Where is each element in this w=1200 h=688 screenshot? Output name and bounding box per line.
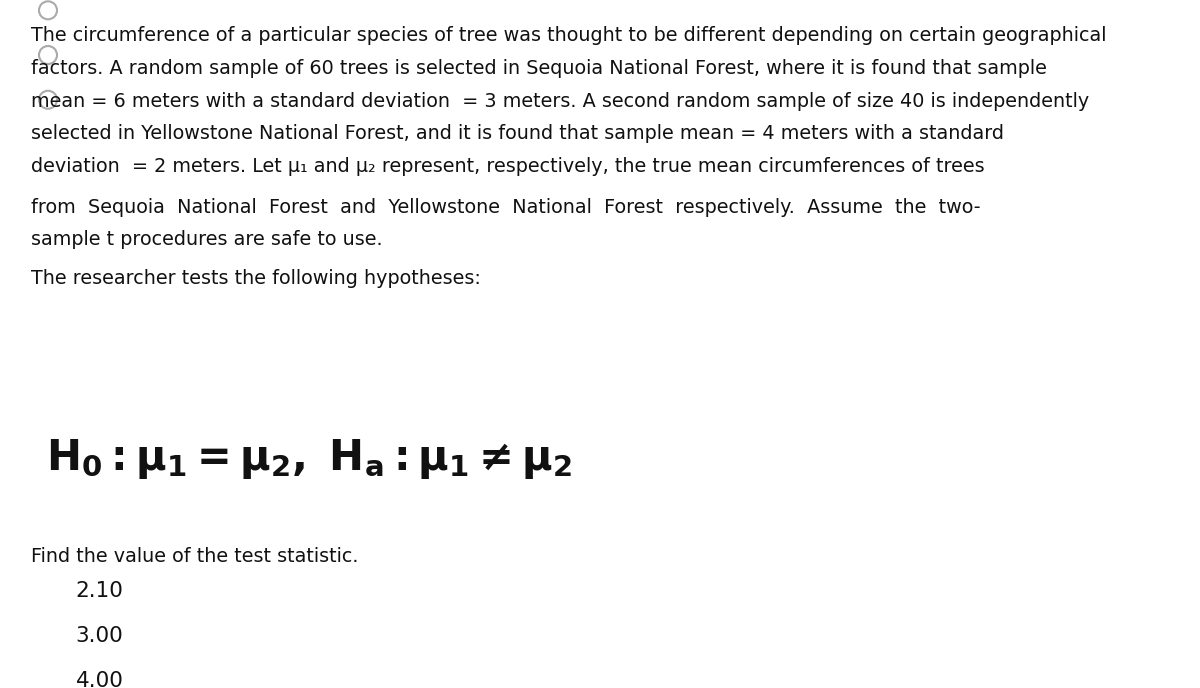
- Text: 4.00: 4.00: [76, 671, 124, 688]
- Text: factors. A random sample of 60 trees is selected in Sequoia National Forest, whe: factors. A random sample of 60 trees is …: [31, 59, 1048, 78]
- Text: 2.10: 2.10: [76, 581, 124, 601]
- Text: The researcher tests the following hypotheses:: The researcher tests the following hypot…: [31, 270, 481, 288]
- Text: Find the value of the test statistic.: Find the value of the test statistic.: [31, 547, 359, 566]
- Text: 3.00: 3.00: [76, 626, 124, 646]
- Text: from  Sequoia  National  Forest  and  Yellowstone  National  Forest  respectivel: from Sequoia National Forest and Yellows…: [31, 198, 980, 217]
- Text: $\mathbf{H_0 : \mu_1 = \mu_2, \ H_a : \mu_1 \neq \mu_2}$: $\mathbf{H_0 : \mu_1 = \mu_2, \ H_a : \m…: [46, 437, 571, 481]
- Text: sample t procedures are safe to use.: sample t procedures are safe to use.: [31, 230, 383, 250]
- Text: mean = 6 meters with a standard deviation  = 3 meters. A second random sample of: mean = 6 meters with a standard deviatio…: [31, 92, 1090, 111]
- Text: deviation  = 2 meters. Let μ₁ and μ₂ represent, respectively, the true mean circ: deviation = 2 meters. Let μ₁ and μ₂ repr…: [31, 157, 985, 176]
- Text: The circumference of a particular species of tree was thought to be different de: The circumference of a particular specie…: [31, 26, 1106, 45]
- Text: selected in Yellowstone National Forest, and it is found that sample mean = 4 me: selected in Yellowstone National Forest,…: [31, 125, 1004, 143]
